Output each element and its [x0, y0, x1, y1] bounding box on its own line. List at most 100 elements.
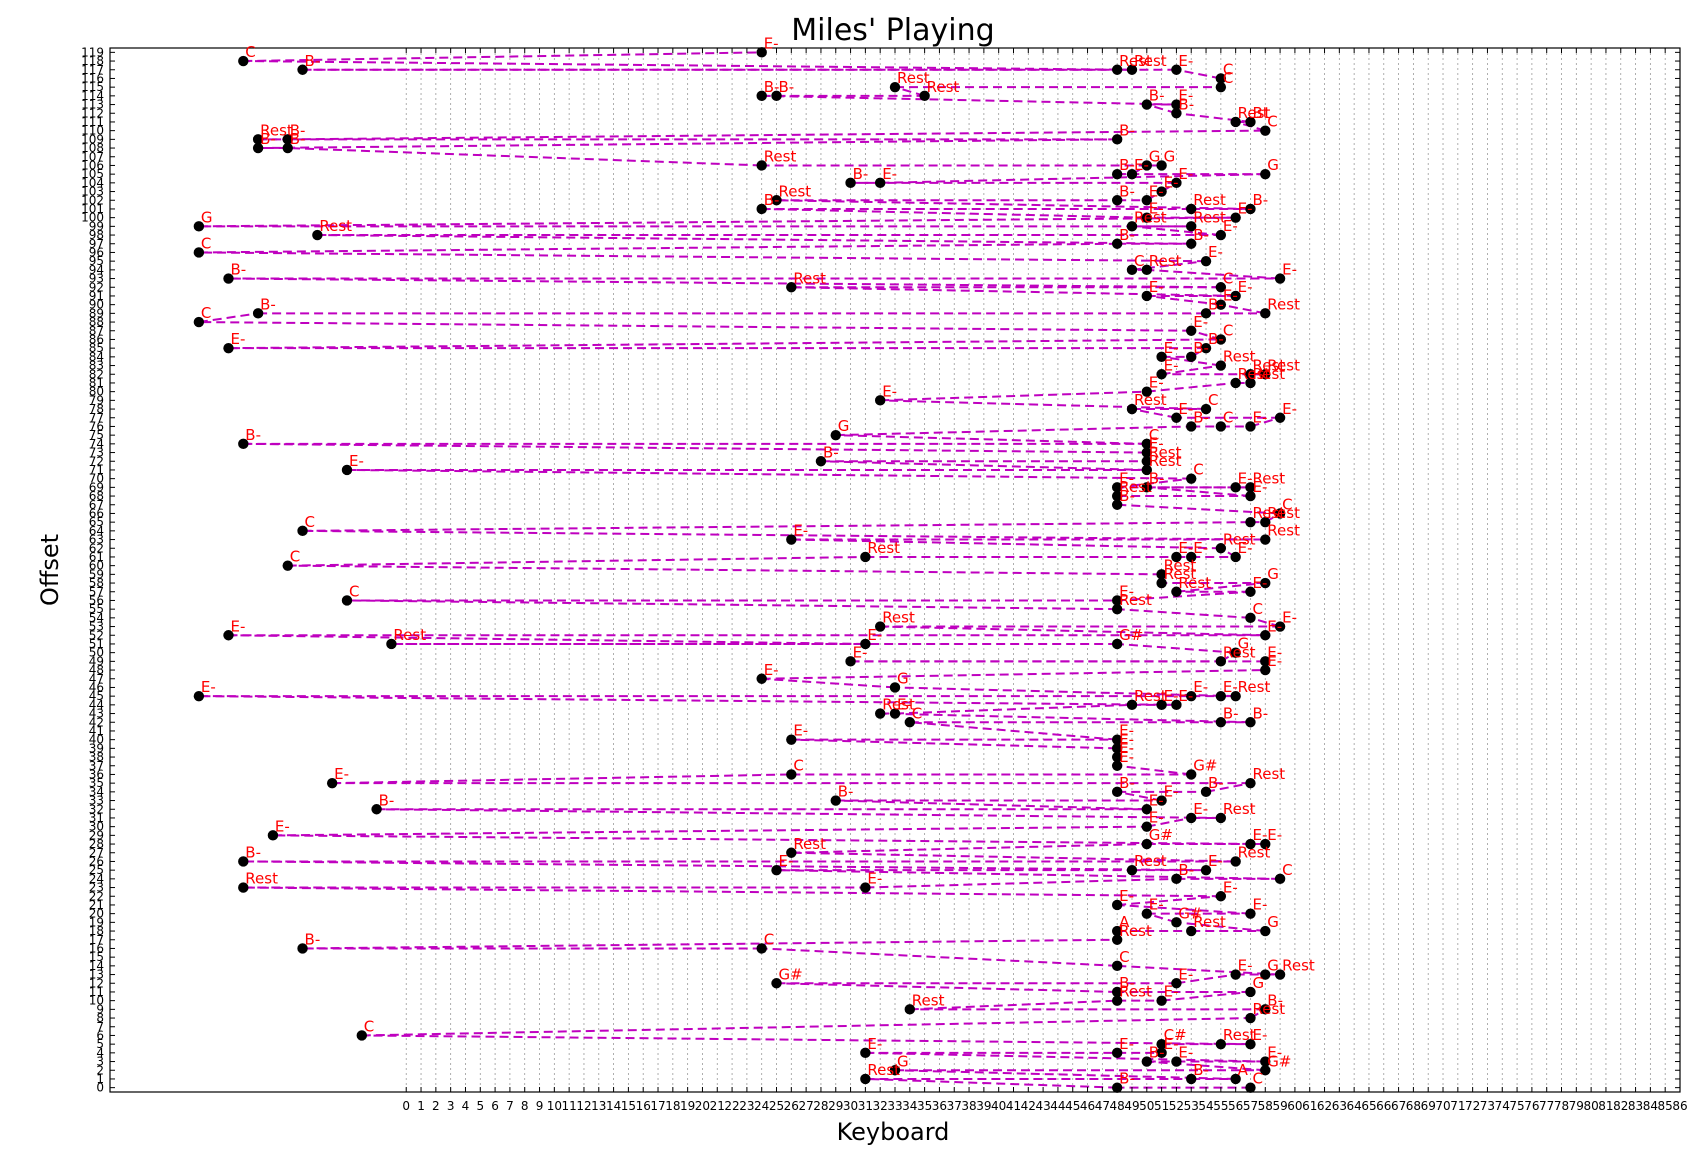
note-marker: [223, 273, 234, 284]
note-label: E-: [1178, 965, 1193, 983]
note-label: Rest: [1149, 443, 1182, 461]
note-marker: [1171, 978, 1182, 989]
note-marker: [889, 708, 901, 719]
note-marker: [874, 708, 886, 719]
note-label: E-: [1178, 87, 1193, 105]
note-label: E-: [1178, 1044, 1193, 1062]
y-tick-label: 78: [89, 402, 104, 416]
y-tick-label: 45: [89, 689, 104, 703]
x-tick-label: 32: [873, 1099, 888, 1113]
note-label: E-: [779, 852, 794, 870]
note-marker: [1141, 290, 1152, 302]
note-label: G: [838, 417, 850, 435]
note-marker: [1260, 1065, 1271, 1076]
note-label: Rest: [779, 182, 812, 200]
y-tick-label: 35: [89, 776, 104, 790]
y-tick-label: 97: [89, 237, 104, 251]
note-label: Rest: [882, 696, 915, 714]
note-label: E-: [1164, 1035, 1179, 1053]
note-label: E-: [230, 617, 245, 635]
note-label: B-: [1208, 774, 1224, 792]
y-tick-label: 32: [89, 802, 104, 816]
x-tick-label: 5: [476, 1099, 484, 1113]
note-label: Rest: [1238, 365, 1271, 383]
x-tick-label: 81: [1598, 1099, 1613, 1113]
note-marker: [1111, 986, 1123, 998]
y-tick-label: 33: [89, 794, 104, 808]
note-label: E-: [1252, 826, 1267, 844]
note-marker: [1245, 490, 1256, 502]
note-label: A: [1119, 913, 1130, 931]
note-label: C: [1252, 600, 1262, 618]
y-tick-label: 56: [89, 593, 104, 607]
note-marker: [1126, 403, 1138, 415]
x-tick-label: 60: [1287, 1099, 1302, 1113]
x-tick-label: 49: [1124, 1099, 1139, 1113]
y-tick-label: 74: [89, 437, 104, 451]
y-tick-label: 44: [89, 698, 104, 712]
connector-line: [791, 738, 1118, 750]
x-tick-label: 11: [562, 1099, 577, 1113]
y-tick-label: 30: [89, 820, 104, 834]
x-tick-label: 67: [1391, 1099, 1406, 1113]
y-tick-label: 109: [81, 132, 104, 146]
x-tick-label: 47: [1095, 1099, 1110, 1113]
note-marker: [1141, 821, 1152, 832]
note-marker: [1156, 995, 1167, 1006]
note-marker: [771, 978, 782, 989]
note-label: G#: [1193, 756, 1217, 774]
note-marker: [1215, 360, 1227, 371]
note-label: E-: [1119, 469, 1134, 487]
note-marker: [1215, 421, 1227, 432]
note-marker: [1260, 534, 1271, 545]
y-tick-label: 101: [81, 202, 104, 216]
x-tick-label: 82: [1613, 1099, 1628, 1113]
note-label: B-: [1119, 182, 1135, 200]
x-tick-label: 64: [1347, 1099, 1362, 1113]
note-label: B-: [245, 843, 261, 861]
x-tick-label: 37: [947, 1099, 962, 1113]
y-tick-label: 105: [81, 167, 104, 181]
connector-line: [880, 625, 1266, 637]
note-label: E-: [1208, 243, 1223, 261]
note-label: G#: [779, 965, 803, 983]
note-label: B-: [1193, 408, 1209, 426]
x-tick-label: 3: [447, 1099, 455, 1113]
x-tick-label: 21: [710, 1099, 725, 1113]
connector-line: [1205, 782, 1251, 793]
note-label: C: [1252, 1070, 1262, 1088]
note-marker: [1215, 229, 1227, 241]
note-marker: [1186, 221, 1197, 232]
x-tick-label: 52: [1169, 1099, 1184, 1113]
note-label: A: [1238, 1061, 1249, 1079]
note-label: B-: [838, 783, 854, 801]
note-label: E-: [1193, 539, 1208, 557]
y-tick-label: 24: [89, 872, 104, 886]
note-marker: [1245, 986, 1256, 998]
chart-title: Miles' Playing: [791, 13, 994, 48]
x-tick-label: 71: [1450, 1099, 1465, 1113]
connector-line: [909, 721, 1118, 741]
note-label: E-: [1267, 1044, 1282, 1062]
note-label: Rest: [1223, 348, 1256, 366]
x-tick-label: 14: [606, 1099, 621, 1113]
y-tick-label: 26: [89, 854, 104, 868]
note-label: G: [1267, 565, 1279, 583]
note-label: G: [1267, 156, 1279, 174]
note-label: Rest: [1149, 252, 1182, 270]
note-label: Rest: [1223, 1026, 1256, 1044]
note-label: G: [1267, 913, 1279, 931]
grid-lines: [405, 48, 1681, 1092]
note-label: E-: [882, 165, 897, 183]
note-label: E-: [1267, 617, 1282, 635]
x-tick-label: 1: [417, 1099, 425, 1113]
note-label: B-: [1267, 991, 1283, 1009]
note-label: C: [1149, 426, 1159, 444]
x-tick-label: 50: [1139, 1099, 1154, 1113]
note-marker: [1111, 1082, 1123, 1093]
y-tick-label: 55: [89, 602, 104, 616]
y-tick-label: 52: [89, 628, 104, 642]
note-marker: [1186, 551, 1197, 563]
y-tick-label: 104: [81, 176, 104, 190]
note-marker: [1200, 308, 1212, 319]
